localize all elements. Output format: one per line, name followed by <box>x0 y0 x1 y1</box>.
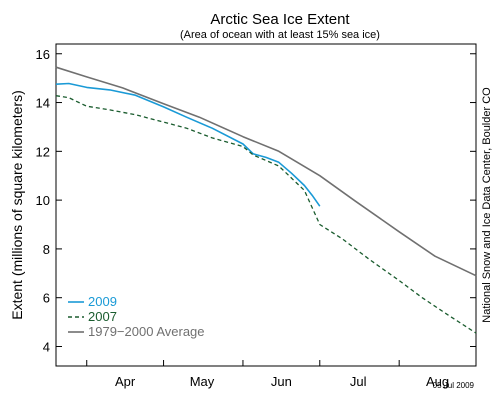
plot-frame <box>55 43 477 367</box>
legend-label: 1979−2000 Average <box>88 324 205 339</box>
y-tick-label: 4 <box>43 339 50 354</box>
y-tick-label: 6 <box>43 291 50 306</box>
y-tick-label: 16 <box>36 47 50 62</box>
date-stamp: 05 Jul 2009 <box>433 381 475 390</box>
series-line-0 <box>55 82 321 207</box>
x-tick-label: Apr <box>115 374 136 389</box>
x-tick-label: Jun <box>271 374 292 389</box>
x-axis: Apr May Jun Jul Aug <box>86 360 449 389</box>
series-layer <box>55 66 477 334</box>
x-tick-label: Aug <box>426 374 449 389</box>
y-tick-label: 8 <box>43 242 50 257</box>
series-line-1 <box>55 95 477 334</box>
chart-title: Arctic Sea Ice Extent <box>210 11 350 28</box>
y-tick-label: 12 <box>36 144 50 159</box>
y-tick-label: 10 <box>36 193 50 208</box>
series-line-2 <box>55 66 477 277</box>
y-tick-label: 14 <box>36 96 50 111</box>
x-tick-label: May <box>190 374 215 389</box>
y-axis-label: Extent (millions of square kilometers) <box>9 90 25 320</box>
x-tick-label: Jul <box>350 374 367 389</box>
y-axis: 4 6 8 10 12 14 16 <box>36 47 476 354</box>
legend-label: 2007 <box>88 309 117 324</box>
legend-label: 2009 <box>88 294 117 309</box>
source-credit: National Snow and Ice Data Center, Bould… <box>481 87 493 323</box>
chart-subtitle: (Area of ocean with at least 15% sea ice… <box>180 29 380 41</box>
